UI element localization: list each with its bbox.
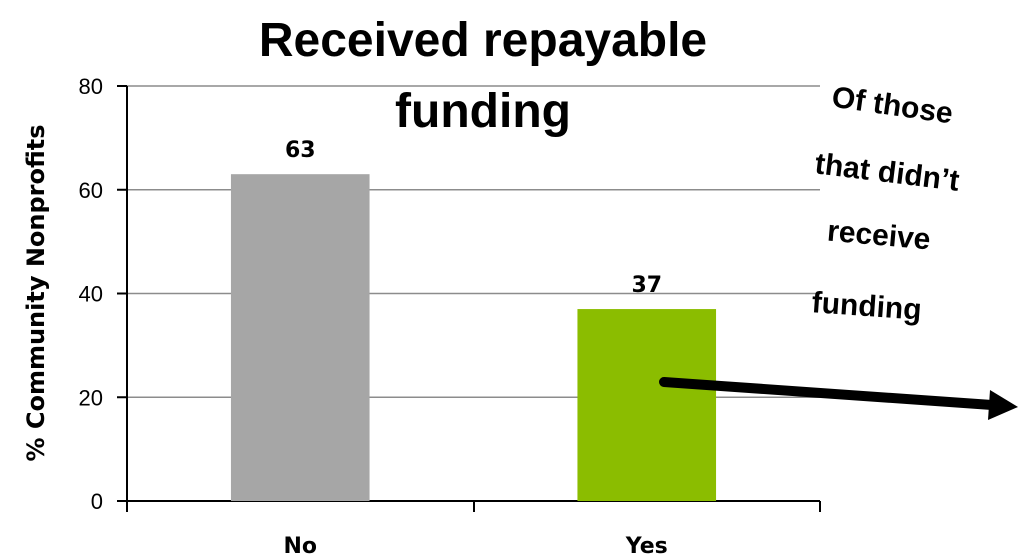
bar-no bbox=[230, 174, 370, 501]
annotation-text: Of those that didn’t receive funding bbox=[811, 81, 961, 327]
bars bbox=[230, 174, 717, 501]
category-label-no: No bbox=[283, 534, 317, 558]
data-label-yes: 37 bbox=[631, 273, 662, 298]
chart-title-line-2: funding bbox=[395, 85, 571, 138]
annotation-line-4: funding bbox=[811, 286, 923, 327]
category-label-yes: Yes bbox=[625, 534, 668, 558]
annotation-line-3: receive bbox=[826, 215, 932, 257]
y-tick-label: 40 bbox=[79, 282, 103, 307]
y-tick-label: 0 bbox=[91, 489, 103, 514]
data-labels: 63 37 bbox=[285, 138, 662, 298]
category-labels: No Yes bbox=[283, 534, 667, 558]
data-label-no: 63 bbox=[285, 138, 316, 163]
annotation-line-2: that didn’t bbox=[813, 147, 961, 197]
y-axis-label: % Community Nonprofits bbox=[22, 124, 50, 461]
arrow-right-icon bbox=[659, 377, 1018, 420]
y-tick-labels: 0 20 40 60 80 bbox=[79, 74, 127, 514]
bar-yes bbox=[577, 309, 717, 501]
y-tick-label: 20 bbox=[79, 385, 103, 410]
annotation-line-1: Of those bbox=[830, 81, 955, 131]
y-tick-label: 60 bbox=[79, 178, 103, 203]
chart-title-line-1: Received repayable bbox=[259, 14, 707, 67]
y-tick-label: 80 bbox=[79, 74, 103, 99]
